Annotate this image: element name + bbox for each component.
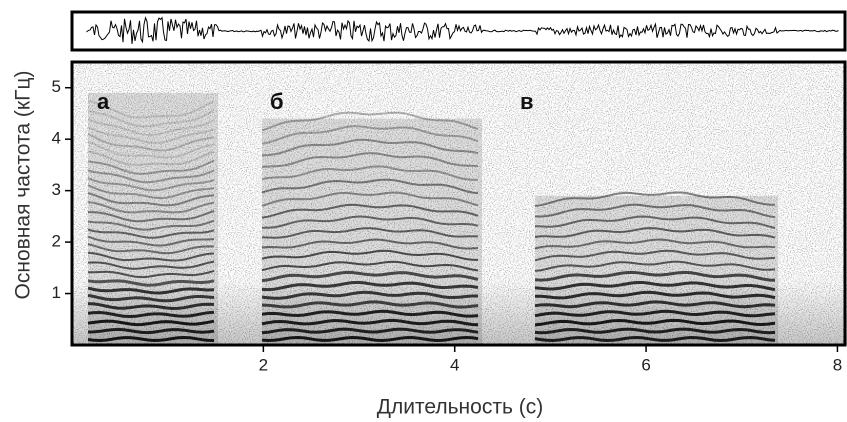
- x-axis-label: Длительность (с): [377, 396, 543, 419]
- sound-segment: [262, 113, 482, 345]
- sound-segment: [88, 93, 218, 345]
- y-tick-label: 4: [52, 129, 61, 148]
- y-axis-label: Основная частота (кГц): [12, 71, 35, 300]
- annotation: б: [270, 89, 284, 114]
- y-tick-label: 5: [52, 77, 61, 96]
- x-tick-label: 8: [833, 355, 842, 374]
- spectrogram: [72, 62, 847, 345]
- sound-segment: [535, 192, 778, 345]
- page: Длительность (с) Основная частота (кГц) …: [0, 0, 847, 422]
- chart: Длительность (с) Основная частота (кГц) …: [0, 0, 847, 422]
- y-tick-label: 3: [52, 180, 61, 199]
- y-tick-label: 2: [52, 232, 61, 251]
- y-tick-label: 1: [52, 283, 61, 302]
- x-tick-label: 6: [641, 355, 650, 374]
- waveform-panel: [72, 12, 845, 50]
- annotation: в: [520, 89, 534, 114]
- x-tick-label: 4: [450, 355, 459, 374]
- annotation: а: [97, 89, 110, 114]
- x-tick-label: 2: [259, 355, 268, 374]
